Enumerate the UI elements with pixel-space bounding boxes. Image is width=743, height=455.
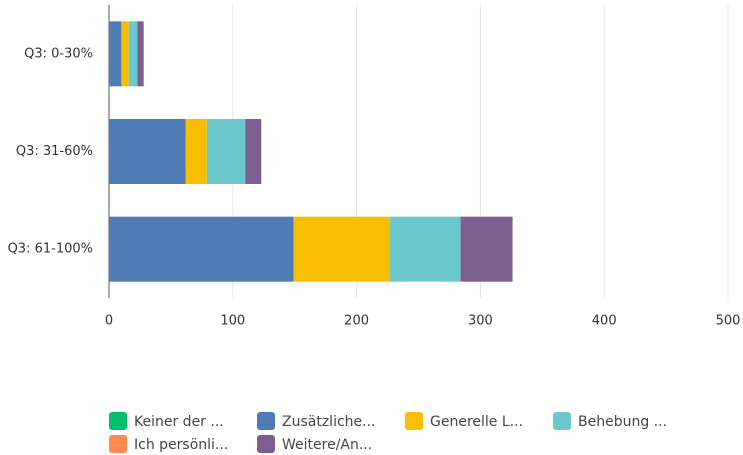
x-tick-label: 300 [468, 314, 493, 329]
x-tick-label: 200 [344, 314, 369, 329]
bar-segment [128, 21, 138, 87]
legend-label: Weitere/An... [282, 437, 372, 453]
x-tick-label: 0 [105, 314, 113, 329]
legend-label: Generelle L... [430, 414, 523, 430]
y-tick-label: Q3: 31-60% [16, 144, 93, 159]
legend-label: Keiner der ... [134, 414, 224, 430]
bar-segment [245, 119, 262, 184]
bar-segment [460, 216, 513, 282]
bar-segment [390, 216, 461, 282]
x-tick-label: 500 [716, 314, 741, 329]
bar-segment [109, 21, 122, 87]
y-tick-label: Q3: 0-30% [24, 46, 93, 61]
legend-swatch [405, 412, 423, 430]
legend-swatch [553, 412, 571, 430]
legend: Keiner der ... Zusätzliche... Generelle L.… [109, 412, 667, 453]
bar-segment [206, 119, 246, 184]
legend-label: Zusätzliche... [282, 414, 376, 430]
bar-segment [293, 216, 391, 282]
bar-segment [185, 119, 207, 184]
legend-label: Ich persönli... [134, 437, 228, 453]
legend-label: Behebung ... [578, 414, 667, 430]
legend-swatch [109, 435, 127, 453]
legend-swatch [257, 435, 275, 453]
bar-segment [109, 119, 186, 184]
legend-swatch [257, 412, 275, 430]
bar-segment [121, 21, 129, 87]
x-tick-label: 400 [592, 314, 617, 329]
bar-segment [137, 21, 144, 87]
legend-swatch [109, 412, 127, 430]
x-tick-label: 100 [220, 314, 245, 329]
y-tick-label: Q3: 61-100% [8, 242, 93, 257]
bar-segment [109, 216, 294, 282]
